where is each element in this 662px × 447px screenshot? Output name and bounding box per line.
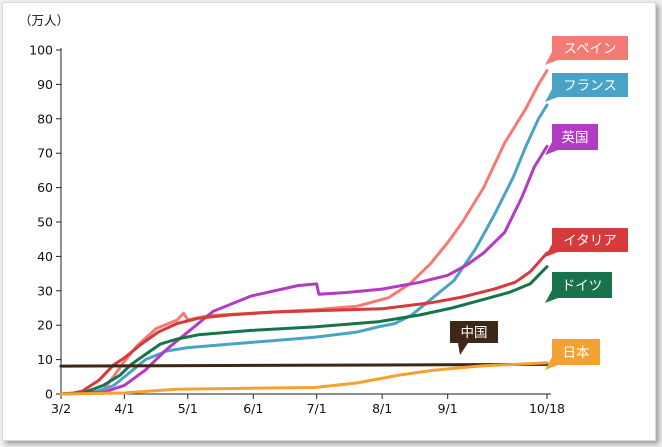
series-label-tail bbox=[458, 343, 468, 355]
series-label-text: 日本 bbox=[563, 345, 591, 361]
series-label-box bbox=[450, 321, 498, 343]
series-label-box bbox=[552, 36, 628, 60]
series-label-tail bbox=[545, 142, 558, 155]
y-tick-label: 70 bbox=[37, 146, 53, 161]
series-label-box bbox=[552, 228, 628, 252]
series-line-0 bbox=[59, 69, 549, 396]
chart-frame: （万人） 0 10 20 30 40 50 60 70 80 90 100 3/2 4/1 5/1 6/1… bbox=[2, 2, 656, 441]
series-lines bbox=[59, 69, 549, 396]
series-label-2: 英国 bbox=[545, 124, 598, 155]
series-line-3 bbox=[59, 251, 549, 396]
x-tick-label: 9/1 bbox=[438, 401, 458, 416]
x-tick-label: 6/1 bbox=[243, 401, 263, 416]
x-tick-label: 10/18 bbox=[529, 401, 565, 416]
series-label-3: イタリア bbox=[545, 228, 628, 257]
y-axis: 0 10 20 30 40 50 60 70 80 90 100 bbox=[29, 43, 62, 402]
series-label-box bbox=[552, 124, 598, 150]
series-label-tail bbox=[545, 290, 558, 303]
y-tick-label: 50 bbox=[37, 215, 53, 230]
series-label-4: ドイツ bbox=[545, 272, 612, 303]
series-label-box bbox=[552, 339, 600, 365]
x-tick-label: 4/1 bbox=[114, 401, 134, 416]
x-tick-label: 5/1 bbox=[178, 401, 198, 416]
series-label-text: 中国 bbox=[461, 325, 488, 341]
y-tick-label: 20 bbox=[37, 318, 53, 333]
line-chart: （万人） 0 10 20 30 40 50 60 70 80 90 100 3/2 4/1 5/1 6/1… bbox=[19, 13, 628, 416]
y-tick-label: 90 bbox=[37, 77, 53, 92]
unit-label: （万人） bbox=[19, 13, 69, 28]
y-tick-label: 100 bbox=[29, 43, 53, 58]
series-label-0: スペイン bbox=[545, 36, 628, 65]
series-line-5 bbox=[59, 362, 549, 368]
y-tick-label: 40 bbox=[37, 249, 53, 264]
series-label-tail bbox=[545, 52, 558, 65]
series-label-text: 英国 bbox=[562, 129, 589, 146]
series-label-tail bbox=[545, 357, 558, 370]
series-label-box bbox=[552, 73, 628, 97]
y-tick-label: 10 bbox=[37, 352, 53, 367]
series-label-text: フランス bbox=[563, 78, 617, 94]
x-axis: 3/2 4/1 5/1 6/1 7/1 8/1 9/1 10/18 bbox=[51, 393, 565, 416]
series-label-box bbox=[552, 272, 612, 298]
series-label-1: フランス bbox=[545, 73, 628, 102]
y-tick-label: 30 bbox=[37, 283, 53, 298]
series-label-text: イタリア bbox=[563, 233, 616, 249]
series-label-6: 日本 bbox=[545, 339, 600, 370]
series-line-6 bbox=[59, 361, 549, 396]
series-label-tail bbox=[545, 89, 558, 102]
y-tick-label: 80 bbox=[37, 111, 53, 126]
series-label-5: 中国 bbox=[450, 321, 498, 355]
series-line-2 bbox=[59, 144, 549, 396]
series-label-text: ドイツ bbox=[562, 278, 603, 294]
series-line-4 bbox=[59, 265, 549, 396]
x-tick-label: 8/1 bbox=[372, 401, 392, 416]
y-tick-label: 0 bbox=[45, 387, 53, 402]
x-tick-label: 3/2 bbox=[51, 401, 71, 416]
x-tick-label: 7/1 bbox=[307, 401, 327, 416]
series-label-tail bbox=[545, 244, 558, 257]
y-tick-label: 60 bbox=[37, 180, 53, 195]
series-label-text: スペイン bbox=[563, 41, 616, 57]
